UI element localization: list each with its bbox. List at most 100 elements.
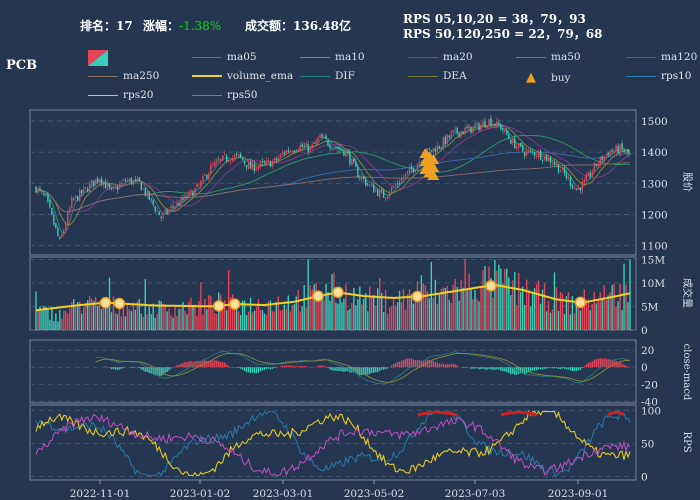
- candle: [526, 147, 528, 159]
- volume-bar: [609, 292, 611, 330]
- candle-body: [43, 192, 45, 195]
- candle-body: [184, 195, 186, 201]
- candle: [90, 179, 93, 188]
- volume-bar: [114, 313, 117, 330]
- legend-label: ma10: [335, 51, 365, 63]
- macd-bar: [261, 367, 264, 371]
- candle-body: [251, 162, 254, 170]
- candle-body: [484, 121, 486, 128]
- candle-body: [482, 121, 484, 126]
- candle-body: [531, 151, 534, 153]
- macd-bar: [623, 364, 625, 368]
- candle: [522, 142, 524, 153]
- volume-bar: [152, 303, 154, 330]
- candle: [112, 185, 115, 192]
- candle: [394, 181, 397, 187]
- candle: [537, 148, 540, 161]
- candle: [388, 190, 391, 200]
- candle-body: [277, 157, 280, 161]
- candle-body: [116, 187, 119, 191]
- volume-bar: [257, 299, 260, 330]
- candle-body: [440, 146, 442, 150]
- amount-label: 成交额：: [245, 19, 294, 33]
- candle-body: [164, 209, 166, 213]
- volume-bar: [275, 301, 278, 330]
- candle: [106, 180, 109, 191]
- candle-body: [305, 143, 307, 147]
- candle-body: [241, 158, 244, 161]
- candle-body: [402, 177, 405, 179]
- candle-body: [444, 136, 446, 145]
- candle: [512, 136, 514, 147]
- candle: [341, 148, 343, 152]
- candle-body: [561, 167, 564, 170]
- candle-body: [428, 149, 431, 150]
- candle-body: [494, 123, 496, 126]
- x-tick-label: 2023-01-02: [170, 488, 231, 500]
- volume-bar: [229, 297, 232, 330]
- candle-body: [337, 147, 339, 149]
- legend-label: ma50: [551, 51, 581, 63]
- volume-bar: [478, 301, 480, 330]
- candle-body: [102, 182, 105, 186]
- volume-bar: [412, 303, 415, 330]
- volume-signal-point: [312, 290, 324, 302]
- candle-body: [138, 177, 140, 182]
- candle-body: [255, 168, 258, 171]
- candle-body: [442, 137, 444, 148]
- macd-bar: [228, 365, 230, 368]
- macd-bar: [422, 360, 425, 368]
- candle-body: [327, 139, 329, 146]
- candle-body: [162, 213, 164, 218]
- candle-body: [65, 223, 67, 230]
- candle-body: [218, 159, 220, 161]
- dea-line: [95, 352, 631, 383]
- candle-body: [373, 184, 375, 193]
- volume-bar: [59, 309, 61, 330]
- volume-bar: [462, 287, 464, 330]
- volume-bar: [571, 296, 574, 330]
- macd-bar: [490, 367, 492, 370]
- macd-bar: [206, 361, 208, 368]
- candle: [384, 197, 387, 202]
- candle: [73, 197, 75, 201]
- candle: [412, 167, 415, 175]
- rps-highlight: [607, 410, 625, 417]
- candle: [434, 146, 437, 155]
- candle-body: [200, 180, 202, 187]
- volume-bar: [390, 306, 393, 330]
- macd-bar: [202, 360, 204, 368]
- macd-bar: [402, 360, 405, 368]
- candle: [231, 155, 234, 163]
- candle: [226, 153, 228, 164]
- candle: [84, 187, 87, 190]
- candle: [243, 160, 246, 166]
- candle-body: [420, 162, 423, 163]
- volume-bar: [307, 259, 309, 330]
- macd-bar: [303, 366, 305, 368]
- macd-bar: [494, 367, 496, 370]
- candle: [299, 142, 301, 153]
- volume-bar: [182, 301, 184, 330]
- legend-swatch: [626, 75, 656, 77]
- candle-body: [418, 161, 421, 165]
- candle: [410, 163, 413, 173]
- macd-bar: [609, 359, 611, 368]
- legend-label: rps20: [123, 89, 154, 101]
- legend-swatch: [192, 94, 222, 96]
- volume-bar: [402, 289, 405, 330]
- volume-bar: [86, 300, 89, 330]
- macd-bar: [214, 360, 216, 368]
- macd-bar: [331, 367, 333, 371]
- volume-bar: [327, 292, 329, 330]
- candle: [269, 160, 272, 168]
- candle-body: [214, 162, 216, 166]
- candle-body: [122, 179, 125, 181]
- candle-body: [488, 119, 490, 127]
- candle-body: [486, 126, 488, 129]
- volume-bar: [347, 310, 349, 330]
- candle: [531, 148, 534, 155]
- candle-body: [579, 187, 582, 191]
- macd-bar: [146, 367, 148, 372]
- candle: [283, 150, 286, 157]
